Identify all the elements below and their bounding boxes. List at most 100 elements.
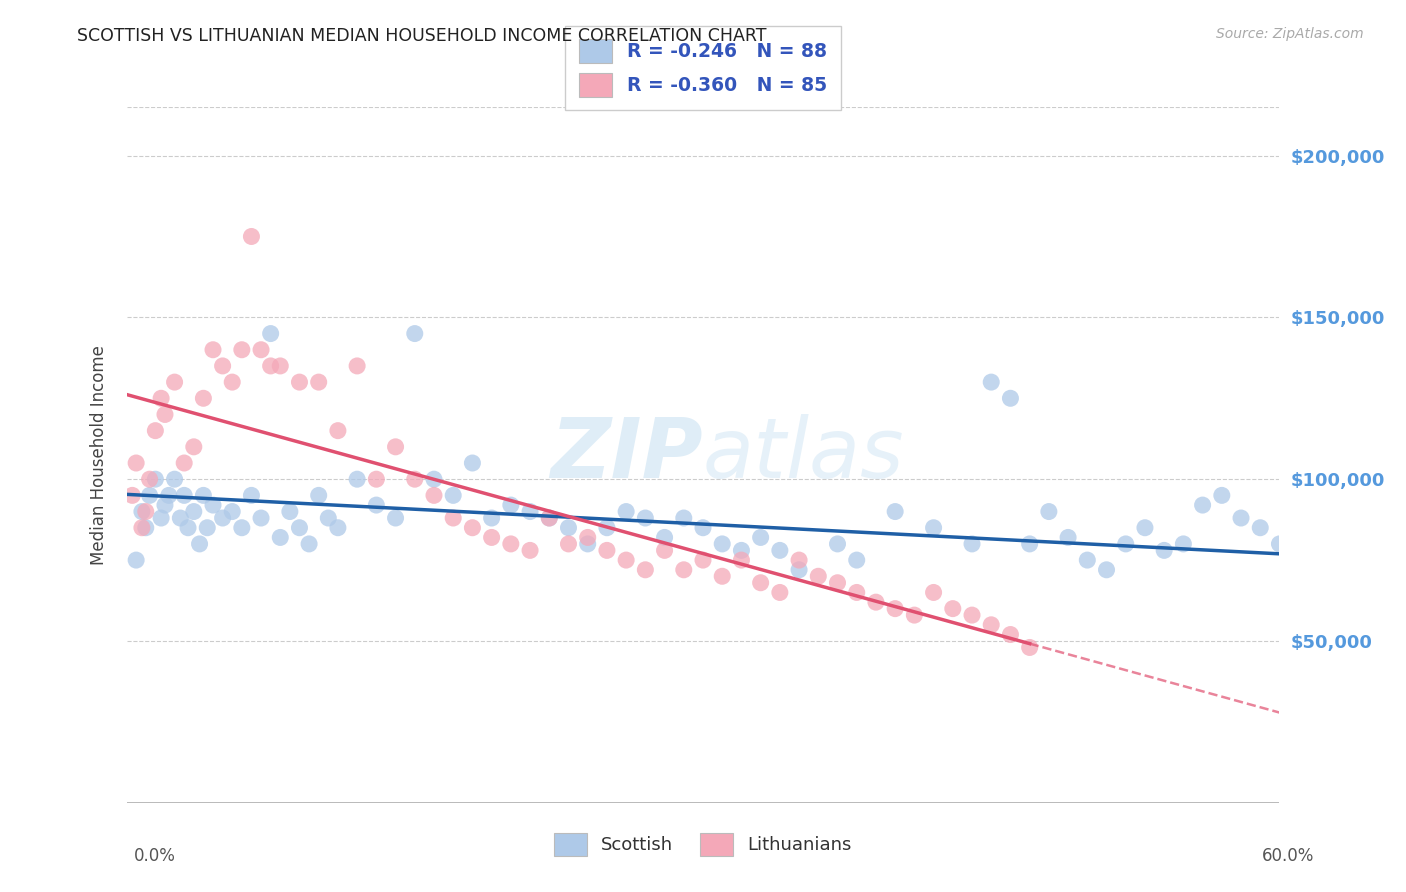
Point — [787, 563, 810, 577]
Point — [1173, 537, 1195, 551]
Point — [1057, 531, 1080, 545]
Point — [538, 511, 561, 525]
Point — [461, 521, 484, 535]
Point — [672, 563, 695, 577]
Point — [1288, 569, 1310, 583]
Point — [384, 511, 406, 525]
Point — [1211, 488, 1233, 502]
Point — [173, 488, 195, 502]
Point — [404, 326, 426, 341]
Text: ZIP: ZIP — [550, 415, 703, 495]
Point — [193, 488, 215, 502]
Point — [960, 608, 983, 623]
Point — [730, 543, 752, 558]
Point — [1230, 511, 1253, 525]
Point — [202, 343, 225, 357]
Point — [346, 359, 368, 373]
Point — [1249, 521, 1271, 535]
Point — [145, 424, 166, 438]
Point — [711, 569, 734, 583]
Point — [157, 488, 180, 502]
Point — [557, 537, 579, 551]
Point — [1018, 640, 1040, 655]
Point — [231, 521, 253, 535]
Point — [221, 375, 243, 389]
Point — [614, 553, 637, 567]
Point — [193, 392, 215, 406]
Point — [131, 504, 153, 518]
Text: Source: ZipAtlas.com: Source: ZipAtlas.com — [1216, 27, 1364, 41]
Point — [576, 531, 599, 545]
Point — [596, 543, 619, 558]
Point — [769, 543, 792, 558]
Point — [150, 392, 173, 406]
Point — [942, 601, 965, 615]
Point — [318, 511, 340, 525]
Point — [346, 472, 368, 486]
Point — [481, 531, 503, 545]
Point — [614, 504, 637, 518]
Point — [135, 521, 157, 535]
Y-axis label: Median Household Income: Median Household Income — [90, 345, 108, 565]
Point — [221, 504, 243, 518]
Point — [1076, 553, 1098, 567]
Point — [163, 375, 186, 389]
Point — [278, 504, 301, 518]
Point — [865, 595, 887, 609]
Point — [269, 531, 291, 545]
Point — [787, 553, 810, 567]
Point — [845, 585, 868, 599]
Point — [576, 537, 599, 551]
Point — [980, 375, 1002, 389]
Point — [423, 472, 446, 486]
Point — [1133, 521, 1156, 535]
Point — [1346, 553, 1368, 567]
Point — [749, 575, 772, 590]
Text: 60.0%: 60.0% — [1263, 847, 1315, 865]
Text: 0.0%: 0.0% — [134, 847, 176, 865]
Point — [138, 472, 160, 486]
Point — [441, 511, 464, 525]
Point — [1018, 537, 1040, 551]
Point — [922, 585, 945, 599]
Point — [672, 511, 695, 525]
Point — [769, 585, 792, 599]
Point — [183, 440, 205, 454]
Point — [188, 537, 211, 551]
Point — [1191, 498, 1213, 512]
Point — [730, 553, 752, 567]
Point — [922, 521, 945, 535]
Point — [211, 511, 233, 525]
Point — [326, 521, 349, 535]
Point — [384, 440, 406, 454]
Point — [240, 488, 263, 502]
Point — [202, 498, 225, 512]
Point — [634, 563, 657, 577]
Point — [692, 553, 714, 567]
Point — [288, 521, 311, 535]
Point — [1000, 392, 1022, 406]
Point — [404, 472, 426, 486]
Point — [169, 511, 191, 525]
Point — [827, 575, 849, 590]
Point — [366, 472, 388, 486]
Legend: Scottish, Lithuanians: Scottish, Lithuanians — [540, 818, 866, 871]
Point — [634, 511, 657, 525]
Point — [1384, 585, 1406, 599]
Point — [654, 531, 676, 545]
Point — [288, 375, 311, 389]
Point — [692, 521, 714, 535]
Point — [173, 456, 195, 470]
Point — [461, 456, 484, 470]
Point — [654, 543, 676, 558]
Text: SCOTTISH VS LITHUANIAN MEDIAN HOUSEHOLD INCOME CORRELATION CHART: SCOTTISH VS LITHUANIAN MEDIAN HOUSEHOLD … — [77, 27, 766, 45]
Point — [1153, 543, 1175, 558]
Point — [960, 537, 983, 551]
Point — [980, 617, 1002, 632]
Point — [1095, 563, 1118, 577]
Point — [259, 326, 281, 341]
Point — [366, 498, 388, 512]
Point — [827, 537, 849, 551]
Point — [884, 601, 907, 615]
Point — [298, 537, 321, 551]
